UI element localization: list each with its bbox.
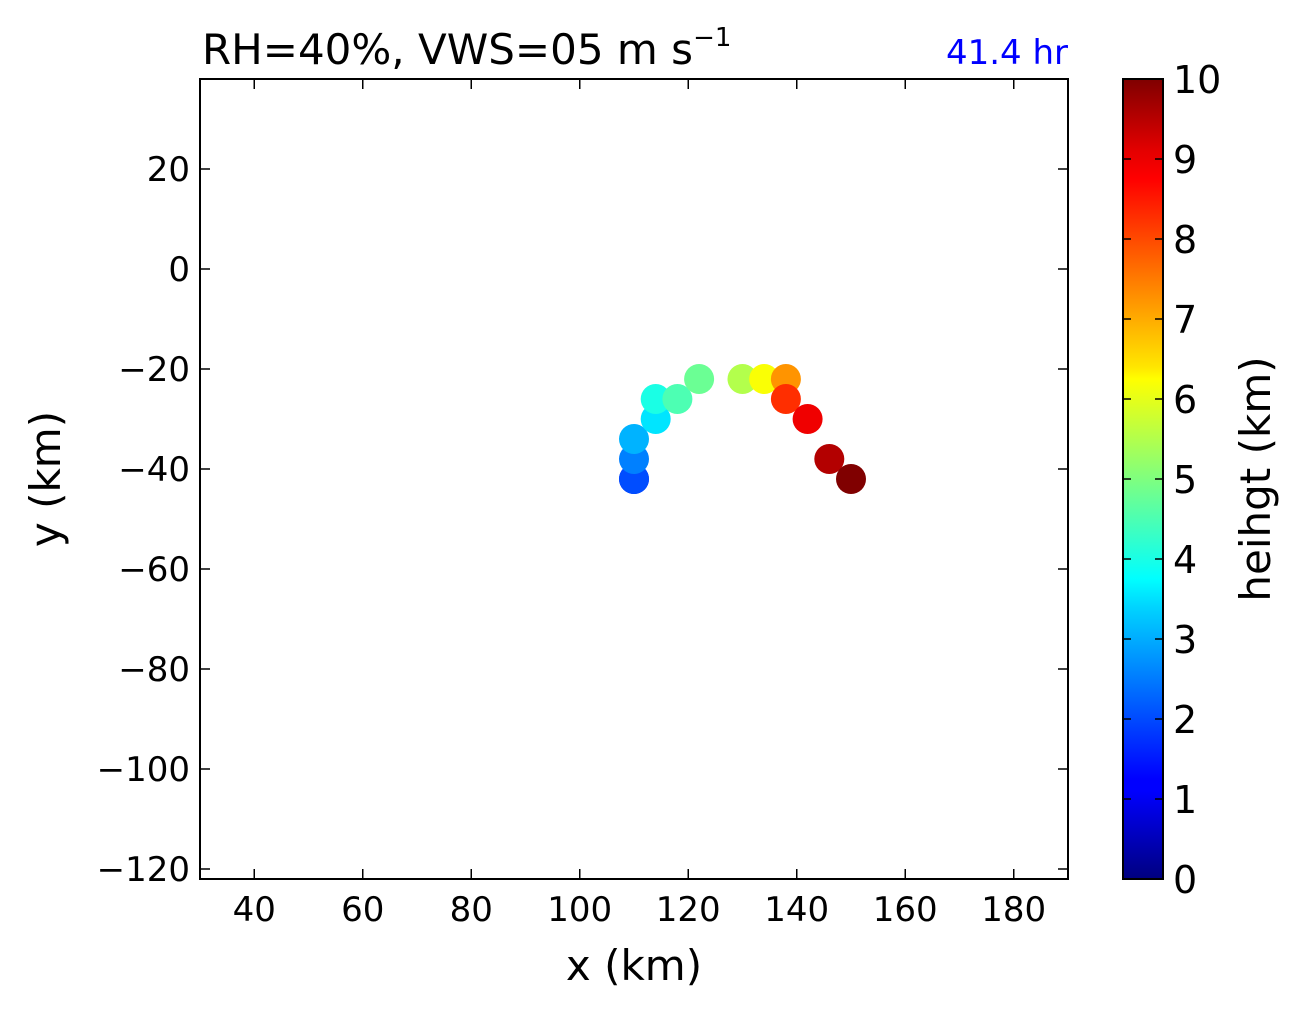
x-tick-label: 180	[981, 890, 1046, 930]
y-tick-label: −80	[118, 650, 190, 690]
colorbar-ticks: 0 1 2 3 4 5 6 7 8 9 10	[1123, 58, 1221, 902]
scatter-point	[814, 444, 845, 474]
y-tick-label: 20	[147, 150, 190, 190]
colorbar-tick-label: 4	[1173, 538, 1197, 582]
x-tick-label: 60	[341, 890, 384, 930]
colorbar-tick-label: 8	[1173, 218, 1197, 262]
scatter-point	[727, 364, 758, 394]
colorbar-tick-label: 5	[1173, 458, 1197, 502]
x-tick-label: 140	[764, 890, 829, 930]
scatter-point	[619, 424, 649, 454]
x-tick-label: 120	[656, 890, 721, 930]
y-axis-ticks: 20 0 −20 −40 −60 −80 −100 −120	[97, 150, 1068, 890]
y-tick-label: −20	[118, 350, 190, 390]
chart-title: RH=40%, VWS=05 m s−1	[202, 23, 731, 74]
colorbar-tick-label: 6	[1173, 378, 1197, 422]
y-tick-label: −60	[118, 550, 190, 590]
y-tick-label: −40	[118, 450, 190, 490]
colorbar-tick-label: 3	[1173, 618, 1197, 662]
colorbar-tick-label: 9	[1173, 138, 1197, 182]
chart-title-superscript: −1	[693, 23, 731, 53]
y-tick-label: 0	[168, 250, 190, 290]
y-tick-label: −120	[97, 850, 190, 890]
x-axis-ticks: 40 60 80 100 120 140 160 180	[233, 79, 1046, 930]
colorbar-tick-label: 7	[1173, 298, 1197, 342]
plot-area	[619, 364, 866, 494]
x-tick-label: 160	[873, 890, 938, 930]
plot-frame	[199, 78, 1069, 880]
scatter-point	[792, 404, 823, 434]
y-tick-label: −100	[97, 750, 190, 790]
y-axis-label: y (km)	[21, 411, 70, 547]
colorbar-tick-label: 10	[1173, 58, 1221, 102]
scatter-point	[770, 384, 801, 414]
scatter-point	[662, 384, 693, 414]
x-axis-label: x (km)	[566, 941, 702, 990]
time-annotation: 41.4 hr	[946, 33, 1068, 73]
x-tick-label: 40	[233, 890, 276, 930]
colorbar-tick-label: 1	[1173, 778, 1197, 822]
scatter-point	[749, 364, 780, 394]
chart-title-main: RH=40%, VWS=05 m s	[202, 25, 693, 74]
scatter-point	[836, 464, 866, 494]
scatter-point	[684, 364, 715, 394]
colorbar-label: heihgt (km)	[1231, 356, 1280, 601]
scatter-point	[640, 384, 671, 414]
x-tick-label: 100	[547, 890, 612, 930]
colorbar-tick-label: 0	[1173, 858, 1197, 902]
colorbar-tick-label: 2	[1173, 698, 1197, 742]
x-tick-label: 80	[450, 890, 493, 930]
